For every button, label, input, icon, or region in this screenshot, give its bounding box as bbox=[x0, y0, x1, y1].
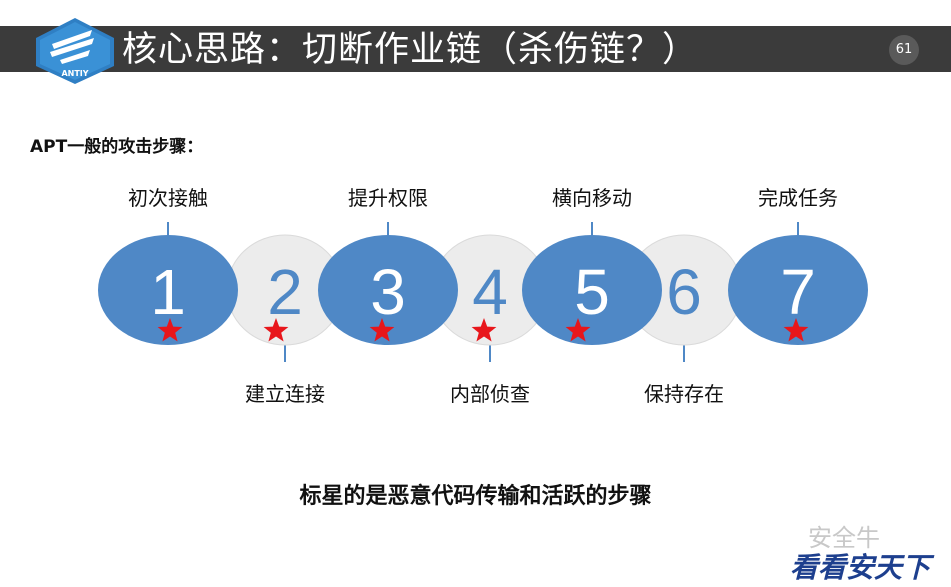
slide-title: 核心思路：切断作业链（杀伤链？） bbox=[122, 30, 699, 70]
footnote: 标星的是恶意代码传输和活跃的步骤 bbox=[299, 484, 652, 509]
star-icon bbox=[263, 318, 289, 342]
step-shape-5 bbox=[522, 235, 662, 345]
step-shape-3 bbox=[318, 235, 458, 345]
star-icon bbox=[471, 318, 497, 342]
step-label-5: 横向移动 bbox=[552, 186, 632, 210]
step-5: 5 bbox=[522, 235, 662, 345]
step-number-4: 4 bbox=[472, 256, 508, 328]
step-4: 4 bbox=[431, 234, 549, 346]
star-icon bbox=[565, 318, 591, 342]
page-number: 61 bbox=[889, 35, 919, 65]
step-label-6: 保持存在 bbox=[644, 382, 724, 406]
step-label-2: 建立连接 bbox=[245, 382, 325, 406]
step-2: 2 bbox=[226, 234, 344, 346]
step-label-4: 内部侦查 bbox=[450, 382, 530, 406]
step-number-3: 3 bbox=[370, 256, 406, 328]
step-shape-7 bbox=[728, 235, 868, 345]
step-shape-1 bbox=[98, 235, 238, 345]
watermark-script: 看看安天下 bbox=[790, 551, 931, 584]
step-number-2: 2 bbox=[267, 256, 303, 328]
star-icon bbox=[783, 318, 809, 342]
step-1: 1 bbox=[98, 235, 238, 345]
step-6: 6 bbox=[625, 234, 743, 346]
section-heading: APT一般的攻击步骤： bbox=[30, 137, 204, 157]
antiy-logo-icon: ANTIY bbox=[36, 18, 114, 84]
step-7: 7 bbox=[728, 235, 868, 345]
step-3: 3 bbox=[318, 235, 458, 345]
title-bar bbox=[0, 26, 951, 72]
watermark-account: 安全牛 bbox=[808, 524, 880, 552]
step-label-3: 提升权限 bbox=[348, 186, 428, 210]
star-icon bbox=[369, 318, 395, 342]
step-number-5: 5 bbox=[574, 256, 610, 328]
step-number-1: 1 bbox=[150, 256, 186, 328]
step-label-1: 初次接触 bbox=[128, 186, 208, 210]
step-label-7: 完成任务 bbox=[758, 186, 838, 210]
step-number-7: 7 bbox=[780, 256, 816, 328]
star-icon bbox=[157, 318, 183, 342]
logo-text: ANTIY bbox=[61, 69, 88, 78]
step-number-6: 6 bbox=[666, 256, 702, 328]
